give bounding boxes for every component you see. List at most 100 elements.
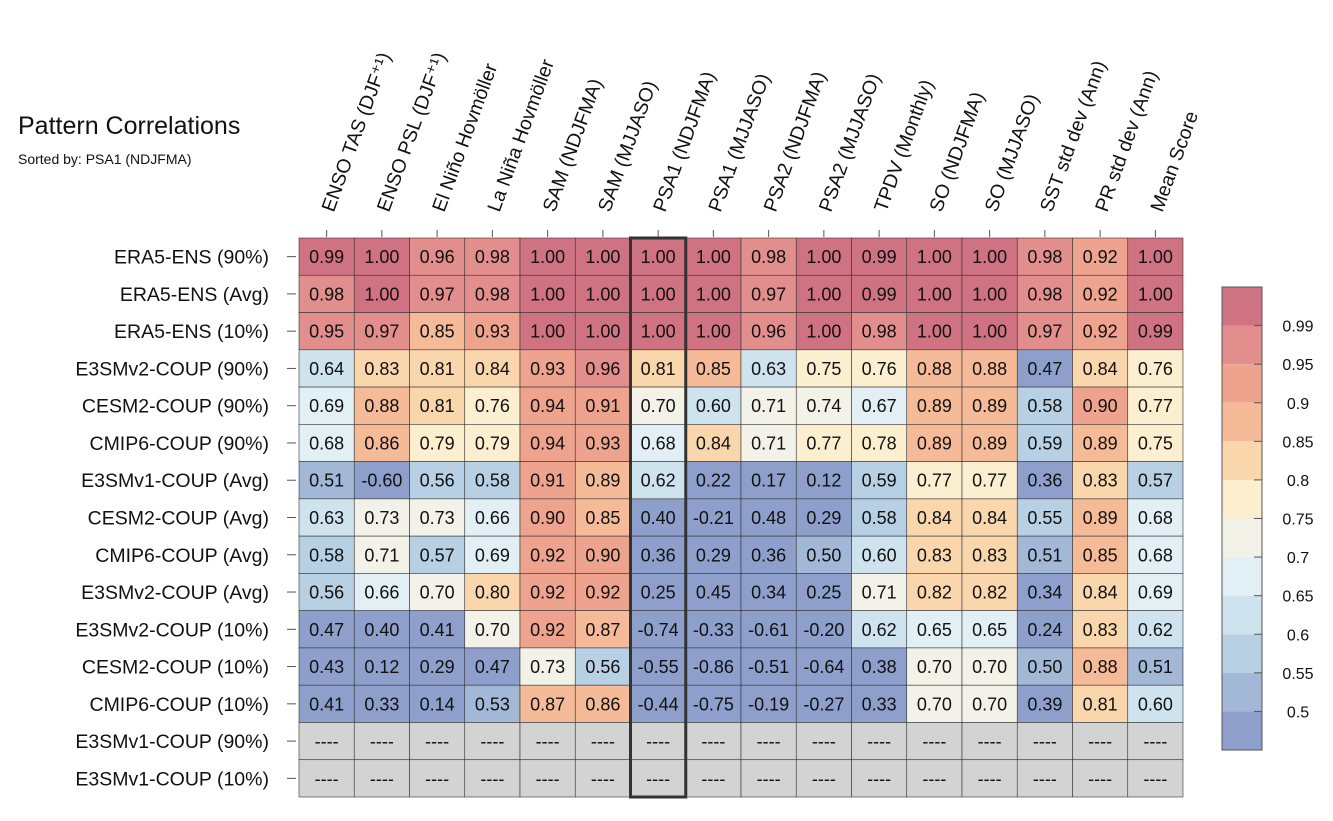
heatmap-cell xyxy=(795,647,852,686)
cell-value: 0.67 xyxy=(862,396,897,416)
cell-value: 0.87 xyxy=(530,694,565,714)
cell-value: 0.89 xyxy=(917,433,952,453)
heatmap-cell xyxy=(740,274,797,313)
cell-value: 0.97 xyxy=(420,284,455,304)
heatmap-cell xyxy=(740,386,797,425)
heatmap-cell xyxy=(298,722,355,761)
row-label: E3SMv1-COUP (90%) xyxy=(75,731,269,753)
heatmap-cell xyxy=(906,349,963,388)
cell-value: 0.38 xyxy=(862,657,897,677)
cell-value: 1.00 xyxy=(972,247,1007,267)
heatmap-cell xyxy=(1016,759,1073,798)
heatmap-cell xyxy=(685,424,742,462)
heatmap-cell xyxy=(685,237,742,276)
cell-value: ---- xyxy=(978,769,1002,789)
cell-value: 0.80 xyxy=(475,583,510,603)
cell-value: ---- xyxy=(370,769,394,789)
heatmap-cell xyxy=(298,274,355,313)
heatmap-cell xyxy=(906,722,963,761)
heatmap-cell xyxy=(851,461,908,500)
heatmap-cell xyxy=(685,722,742,761)
heatmap-cell xyxy=(574,498,631,537)
heatmap-cell xyxy=(740,573,797,611)
colorbar-tick-label: 0.95 xyxy=(1282,357,1313,374)
cell-value: 0.60 xyxy=(1138,694,1173,714)
heatmap-cell xyxy=(1016,610,1073,649)
cell-value: 0.70 xyxy=(641,396,676,416)
heatmap-cell xyxy=(409,386,466,425)
column-label: SAM (MJJASO) xyxy=(594,78,662,215)
colorbar-bin xyxy=(1222,595,1262,635)
heatmap-cell xyxy=(464,312,521,351)
chart-subtitle: Sorted by: PSA1 (NDJFMA) xyxy=(18,151,192,167)
heatmap-cell xyxy=(464,722,521,761)
heatmap-cell xyxy=(574,759,631,798)
heatmap-cell xyxy=(795,759,852,798)
heatmap-cell xyxy=(1072,610,1129,649)
colorbar-bin xyxy=(1222,479,1262,519)
heatmap-cell xyxy=(1072,759,1129,798)
cell-value: 0.98 xyxy=(1027,247,1062,267)
cell-value: 0.75 xyxy=(806,359,841,379)
heatmap-cell xyxy=(574,424,631,462)
cell-value: 0.88 xyxy=(917,359,952,379)
heatmap-cell xyxy=(298,647,355,686)
heatmap-cell xyxy=(1016,498,1073,537)
cell-value: ---- xyxy=(701,732,725,752)
cell-value: 0.94 xyxy=(530,396,565,416)
colorbar-bin xyxy=(1222,672,1262,712)
heatmap-cell xyxy=(1127,424,1184,462)
cell-value: 0.91 xyxy=(530,471,565,491)
heatmap-cell xyxy=(353,498,410,537)
heatmap-cell xyxy=(1072,498,1129,537)
cell-value: 0.60 xyxy=(862,545,897,565)
heatmap-cell xyxy=(298,759,355,798)
cell-value: 0.71 xyxy=(751,396,786,416)
cell-value: 0.62 xyxy=(641,471,676,491)
cell-value: -0.86 xyxy=(693,657,734,677)
cell-value: 0.59 xyxy=(1027,433,1062,453)
cell-value: 0.40 xyxy=(364,620,399,640)
colorbar-bin xyxy=(1222,518,1262,558)
heatmap-cell xyxy=(630,424,687,462)
heatmap-cell xyxy=(574,535,631,574)
cell-value: 0.98 xyxy=(475,284,510,304)
heatmap-cell xyxy=(685,386,742,425)
heatmap-cell xyxy=(1016,424,1073,462)
heatmap-cell xyxy=(298,498,355,537)
cell-value: 0.99 xyxy=(862,284,897,304)
cell-value: 1.00 xyxy=(530,322,565,342)
heatmap-cell xyxy=(1072,684,1129,723)
cell-value: 0.88 xyxy=(972,359,1007,379)
cell-value: -0.21 xyxy=(693,508,734,528)
heatmap-cell xyxy=(298,237,355,276)
heatmap-cell xyxy=(298,461,355,500)
cell-value: 0.48 xyxy=(751,508,786,528)
cell-value: 0.77 xyxy=(972,471,1007,491)
cell-value: 0.41 xyxy=(420,620,455,640)
cell-value: ---- xyxy=(1143,732,1167,752)
cell-value: ---- xyxy=(867,732,891,752)
cell-value: 0.92 xyxy=(530,583,565,603)
heatmap-cell xyxy=(1127,498,1184,537)
cell-value: 0.33 xyxy=(862,694,897,714)
cell-value: 0.93 xyxy=(475,322,510,342)
cell-value: 1.00 xyxy=(530,284,565,304)
cell-value: 1.00 xyxy=(1138,284,1173,304)
cell-value: 0.76 xyxy=(862,359,897,379)
heatmap-cell xyxy=(685,349,742,388)
cell-value: 0.93 xyxy=(585,433,620,453)
cell-value: 0.58 xyxy=(862,508,897,528)
cell-value: 0.84 xyxy=(972,508,1007,528)
cell-value: 1.00 xyxy=(972,284,1007,304)
heatmap-cell xyxy=(851,573,908,611)
cell-value: 0.86 xyxy=(585,694,620,714)
heatmap-cell xyxy=(1127,684,1184,723)
cell-value: ---- xyxy=(867,769,891,789)
cell-value: 0.78 xyxy=(862,433,897,453)
heatmap-cell xyxy=(409,647,466,686)
cell-value: 0.25 xyxy=(641,583,676,603)
heatmap-cell xyxy=(906,573,963,611)
cell-value: 0.56 xyxy=(420,471,455,491)
cell-value: 0.47 xyxy=(475,657,510,677)
